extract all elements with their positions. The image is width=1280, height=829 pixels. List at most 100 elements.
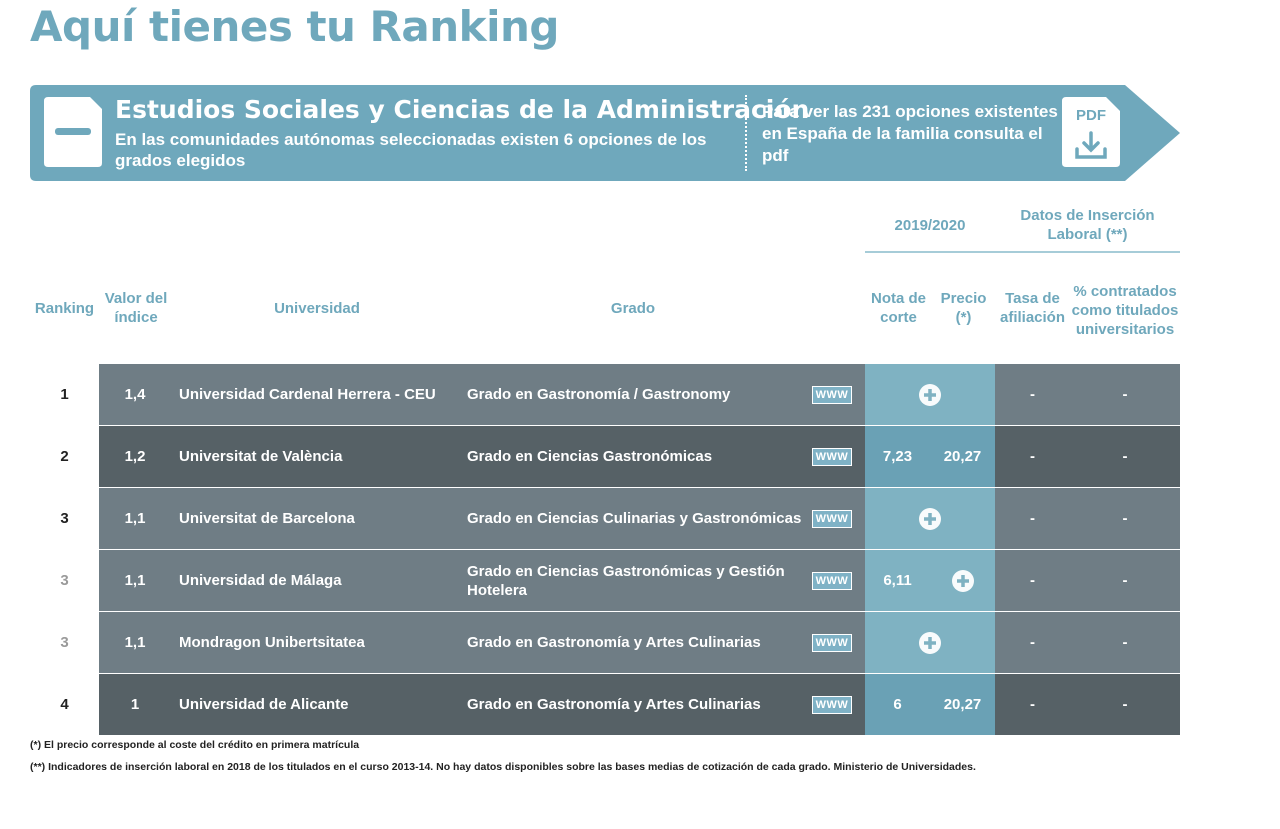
pct-cell: - (1070, 488, 1180, 549)
table-row: 3 1,1 Universitat de Barcelona Grado en Cie… (30, 488, 1180, 550)
www-link[interactable]: WWW (811, 447, 853, 466)
valor-cell: 1,1 (124, 510, 146, 527)
header-precio: Precio (*) (940, 290, 987, 326)
www-link[interactable]: WWW (811, 509, 853, 528)
nota-precio-cell: 6,11 (865, 550, 995, 611)
universidad-cell: Universidad de Alicante (179, 696, 349, 713)
tasa-cell: - (995, 674, 1070, 735)
plus-icon[interactable] (918, 631, 942, 655)
pct-cell: - (1070, 674, 1180, 735)
www-link[interactable]: WWW (811, 385, 853, 404)
www-cell: WWW (810, 674, 854, 735)
table-row: 3 1,1 Universidad de Málaga Grado en Cienci… (30, 550, 1180, 612)
universidad-cell: Universitat de Barcelona (179, 510, 355, 527)
pdf-label: PDF (1076, 107, 1106, 124)
pct-cell: - (1070, 550, 1180, 611)
www-link[interactable]: WWW (811, 571, 853, 590)
pct-cell: - (1070, 426, 1180, 487)
rank-cell: 3 (30, 612, 99, 673)
footnote-insercion: (**) Indicadores de inserción laboral en… (30, 761, 976, 773)
precio-value: 20,27 (943, 696, 982, 713)
header-pct: % contratados como titulados universitar… (1071, 282, 1179, 338)
www-cell: WWW (810, 612, 854, 673)
plus-icon[interactable] (918, 383, 942, 407)
row-background (99, 364, 865, 425)
header-divider (865, 251, 1180, 253)
page-title: Aquí tienes tu Ranking (30, 2, 559, 51)
www-cell: WWW (810, 426, 854, 487)
tasa-cell: - (995, 612, 1070, 673)
plus-icon[interactable] (918, 507, 942, 531)
header-nota: Nota de corte (870, 290, 926, 326)
nota-precio-cell: 7,23 20,27 (865, 426, 995, 487)
nota-precio-cell (865, 364, 995, 425)
table-row: 1 1,4 Universidad Cardenal Herrera - CEU Gr… (30, 364, 1180, 426)
rank-cell: 4 (30, 674, 99, 735)
banner-divider (745, 95, 747, 171)
precio-value: 20,27 (943, 448, 982, 465)
www-cell: WWW (810, 364, 854, 425)
nota-value: 7,23 (882, 448, 913, 465)
row-background (99, 550, 865, 611)
pct-cell: - (1070, 364, 1180, 425)
grado-cell: Grado en Ciencias Gastronómicas (467, 448, 713, 465)
header-insercion: Datos de Inserción Laboral (**) (1020, 207, 1155, 243)
grado-cell: Grado en Gastronomía / Gastronomy (467, 386, 731, 403)
rank-cell: 2 (30, 426, 99, 487)
universidad-cell: Universitat de València (179, 448, 343, 465)
valor-cell: 1,1 (124, 572, 146, 589)
header-grado: Grado (610, 299, 656, 317)
grado-cell: Grado en Ciencias Culinarias y Gastronóm… (467, 510, 802, 527)
table-row: 3 1,1 Mondragon Unibertsitatea Grado en Gas… (30, 612, 1180, 674)
pdf-download-icon (1062, 97, 1120, 167)
rank-cell: 3 (30, 550, 99, 611)
header-valor: Valor del índice (104, 290, 168, 326)
rank-cell: 1 (30, 364, 99, 425)
nota-value: 6,11 (883, 572, 912, 589)
banner-title: Estudios Sociales y Ciencias de la Admin… (115, 95, 810, 124)
table-row: 2 1,2 Universitat de València Grado en Cien… (30, 426, 1180, 488)
grado-cell: Grado en Gastronomía y Artes Culinarias (467, 696, 761, 713)
ranking-table: 1 1,4 Universidad Cardenal Herrera - CEU Gr… (30, 364, 1180, 736)
banner-subtitle: En las comunidades autónomas seleccionad… (115, 130, 707, 170)
tasa-cell: - (995, 550, 1070, 611)
rank-cell: 3 (30, 488, 99, 549)
valor-cell: 1 (130, 696, 140, 713)
header-universidad: Universidad (274, 299, 360, 317)
www-cell: WWW (810, 550, 854, 611)
nota-precio-cell (865, 488, 995, 549)
tasa-cell: - (995, 426, 1070, 487)
plus-icon[interactable] (951, 569, 975, 593)
row-background (99, 612, 865, 673)
header-ranking: Ranking (34, 299, 95, 317)
universidad-cell: Universidad Cardenal Herrera - CEU (179, 386, 436, 403)
footnote-precio: (*) El precio corresponde al coste del c… (30, 739, 360, 751)
pdf-download-button[interactable]: PDF (1062, 97, 1120, 167)
table-row: 4 1 Universidad de Alicante Grado en Gastro… (30, 674, 1180, 736)
www-link[interactable]: WWW (811, 633, 853, 652)
pct-cell: - (1070, 612, 1180, 673)
row-background (99, 674, 865, 735)
row-background (99, 426, 865, 487)
family-banner: Estudios Sociales y Ciencias de la Admin… (30, 85, 1180, 181)
universidad-cell: Mondragon Unibertsitatea (179, 634, 365, 651)
universidad-cell: Universidad de Málaga (179, 572, 342, 589)
banner-background (30, 85, 1180, 181)
header-tasa: Tasa de afiliación (999, 290, 1066, 326)
valor-cell: 1,2 (124, 448, 146, 465)
tasa-cell: - (995, 488, 1070, 549)
tasa-cell: - (995, 364, 1070, 425)
valor-cell: 1,1 (124, 634, 146, 651)
nota-precio-cell (865, 612, 995, 673)
www-link[interactable]: WWW (811, 695, 853, 714)
nota-precio-cell: 6 20,27 (865, 674, 995, 735)
grado-cell: Grado en Ciencias Gastronómicas y Gestió… (467, 562, 785, 599)
www-cell: WWW (810, 488, 854, 549)
valor-cell: 1,4 (124, 386, 146, 403)
banner-pdf-text: Para ver las 231 opciones existentes en … (762, 102, 1058, 165)
grado-cell: Grado en Gastronomía y Artes Culinarias (467, 634, 761, 651)
nota-value: 6 (893, 696, 902, 713)
document-icon (44, 97, 102, 167)
row-background (99, 488, 865, 549)
header-year: 2019/2020 (894, 216, 966, 234)
